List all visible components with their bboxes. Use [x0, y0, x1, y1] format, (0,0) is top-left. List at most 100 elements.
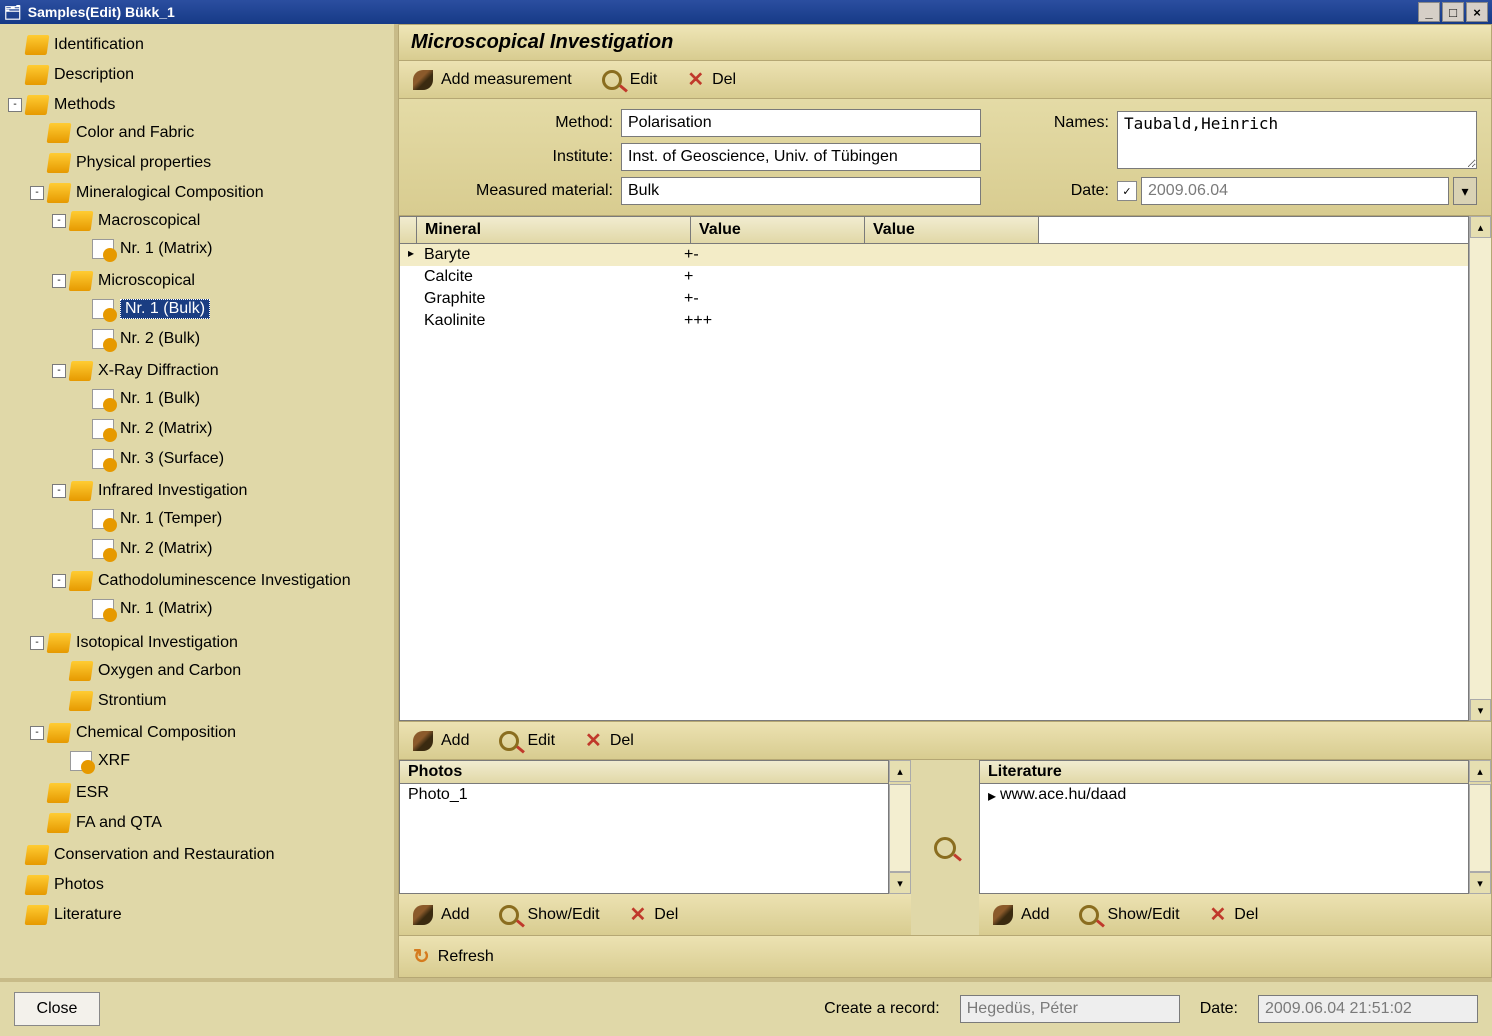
tree-node[interactable]: Nr. 1 (Bulk): [74, 296, 390, 322]
collapse-icon[interactable]: -: [52, 274, 66, 288]
tree-node-label: X-Ray Diffraction: [98, 362, 219, 380]
add-measurement-button[interactable]: Add measurement: [413, 70, 572, 90]
table-row[interactable]: Calcite+: [400, 266, 1468, 288]
grid-delete-button[interactable]: ✕ Del: [585, 728, 634, 753]
photos-list[interactable]: Photo_1: [399, 784, 889, 894]
refresh-button[interactable]: ↻ Refresh: [413, 944, 1477, 969]
tree-node[interactable]: Physical properties: [30, 150, 390, 176]
material-input[interactable]: [621, 177, 981, 205]
tree-node[interactable]: ESR: [30, 780, 390, 806]
literature-delete-button[interactable]: ✕ Del: [1210, 902, 1259, 927]
photos-delete-button[interactable]: ✕ Del: [630, 902, 679, 927]
table-row[interactable]: Graphite+-: [400, 288, 1468, 310]
tree-node[interactable]: Nr. 1 (Matrix): [74, 596, 390, 622]
collapse-icon[interactable]: -: [52, 364, 66, 378]
edit-measurement-button[interactable]: Edit: [602, 70, 658, 90]
literature-scroll-up[interactable]: ▴: [1469, 760, 1491, 782]
pen-icon: [413, 905, 433, 925]
tree-node[interactable]: -Microscopical: [52, 268, 390, 294]
photos-scroll-up[interactable]: ▴: [889, 760, 911, 782]
table-row[interactable]: Kaolinite+++: [400, 310, 1468, 332]
tree-node[interactable]: Photos: [8, 872, 390, 898]
date-checkbox[interactable]: ✓: [1117, 181, 1137, 201]
literature-list[interactable]: ▸ www.ace.hu/daad: [979, 784, 1469, 894]
grid-col-value2[interactable]: Value: [865, 217, 1039, 243]
tree-node[interactable]: -Chemical Composition: [30, 720, 390, 746]
tree-node-label: Photos: [54, 876, 104, 894]
collapse-icon[interactable]: -: [30, 636, 44, 650]
photos-title: Photos: [399, 760, 889, 784]
maximize-button[interactable]: □: [1442, 2, 1464, 22]
grid-body[interactable]: ▸Baryte+-Calcite+Graphite+-Kaolinite+++: [400, 244, 1468, 720]
collapse-icon[interactable]: -: [52, 214, 66, 228]
literature-add-button[interactable]: Add: [993, 905, 1049, 925]
create-record-label: Create a record:: [824, 1000, 940, 1018]
delete-measurement-button[interactable]: ✕ Del: [687, 67, 736, 92]
tree-node[interactable]: Nr. 2 (Matrix): [74, 416, 390, 442]
tree-node[interactable]: -Mineralogical Composition: [30, 180, 390, 206]
tree-node[interactable]: Color and Fabric: [30, 120, 390, 146]
table-row[interactable]: ▸Baryte+-: [400, 244, 1468, 266]
pen-icon: [413, 70, 433, 90]
names-input[interactable]: Taubald,Heinrich: [1117, 111, 1477, 169]
grid-scrollbar[interactable]: ▴ ▾: [1469, 216, 1491, 721]
collapse-icon[interactable]: -: [8, 98, 22, 112]
tree-node[interactable]: Identification: [8, 32, 390, 58]
institute-input[interactable]: [621, 143, 981, 171]
photos-showedit-button[interactable]: Show/Edit: [499, 905, 599, 925]
tree-sidebar[interactable]: Identification Description -MethodsColor a…: [0, 24, 398, 978]
tree-node[interactable]: Nr. 2 (Matrix): [74, 536, 390, 562]
tree-node[interactable]: Conservation and Restauration: [8, 842, 390, 868]
date-dropdown-button[interactable]: ▾: [1453, 177, 1477, 205]
tree-node[interactable]: Nr. 2 (Bulk): [74, 326, 390, 352]
literature-scroll-track[interactable]: [1469, 784, 1491, 872]
tree-node-label: FA and QTA: [76, 814, 162, 832]
tree-node[interactable]: Description: [8, 62, 390, 88]
literature-showedit-button[interactable]: Show/Edit: [1079, 905, 1179, 925]
scroll-down-button[interactable]: ▾: [1470, 699, 1491, 721]
middle-magnifier-button[interactable]: [921, 760, 969, 935]
tree-node[interactable]: FA and QTA: [30, 810, 390, 836]
document-icon: [70, 751, 92, 771]
cell-value1: +-: [676, 244, 850, 266]
tree-node[interactable]: - X-Ray Diffraction: [52, 358, 390, 384]
collapse-icon[interactable]: -: [30, 186, 44, 200]
grid-edit-button[interactable]: Edit: [499, 731, 555, 751]
tree-node[interactable]: Oxygen and Carbon: [52, 658, 390, 684]
tree-node[interactable]: -Infrared Investigation: [52, 478, 390, 504]
close-button[interactable]: Close: [14, 992, 100, 1026]
tree-node[interactable]: Nr. 3 (Surface): [74, 446, 390, 472]
grid-col-value1[interactable]: Value: [691, 217, 865, 243]
tree-node[interactable]: -Macroscopical: [52, 208, 390, 234]
tree-node[interactable]: Nr. 1 (Bulk): [74, 386, 390, 412]
minimize-button[interactable]: _: [1418, 2, 1440, 22]
collapse-icon[interactable]: -: [52, 484, 66, 498]
collapse-icon[interactable]: -: [52, 574, 66, 588]
tree-node[interactable]: -Cathodoluminescence Investigation: [52, 568, 390, 594]
scroll-up-button[interactable]: ▴: [1470, 216, 1491, 238]
tree-node[interactable]: -Methods: [8, 92, 390, 118]
literature-item[interactable]: www.ace.hu/daad: [1000, 786, 1126, 806]
photos-add-button[interactable]: Add: [413, 905, 469, 925]
photos-item[interactable]: Photo_1: [408, 786, 880, 804]
collapse-icon[interactable]: -: [30, 726, 44, 740]
method-input[interactable]: [621, 109, 981, 137]
date-picker[interactable]: ✓ ▾: [1117, 177, 1477, 205]
close-window-button[interactable]: ×: [1466, 2, 1488, 22]
grid-add-button[interactable]: Add: [413, 731, 469, 751]
grid-col-mineral[interactable]: Mineral: [417, 217, 691, 243]
tree-node[interactable]: Strontium: [52, 688, 390, 714]
photos-scroll-track[interactable]: [889, 784, 911, 872]
tree-node[interactable]: Nr. 1 (Temper): [74, 506, 390, 532]
date-input[interactable]: [1141, 177, 1449, 205]
literature-scroll-down[interactable]: ▾: [1469, 872, 1491, 894]
refresh-icon: ↻: [413, 944, 430, 969]
tree-node[interactable]: -Isotopical Investigation: [30, 630, 390, 656]
tree-node[interactable]: Literature: [8, 902, 390, 928]
tree-node-label: XRF: [98, 752, 130, 770]
photos-scroll-down[interactable]: ▾: [889, 872, 911, 894]
tree-node[interactable]: Nr. 1 (Matrix): [74, 236, 390, 262]
tree-node-label: Nr. 1 (Bulk): [120, 299, 210, 319]
main-split: Identification Description -MethodsColor a…: [0, 24, 1492, 978]
tree-node[interactable]: XRF: [52, 748, 390, 774]
